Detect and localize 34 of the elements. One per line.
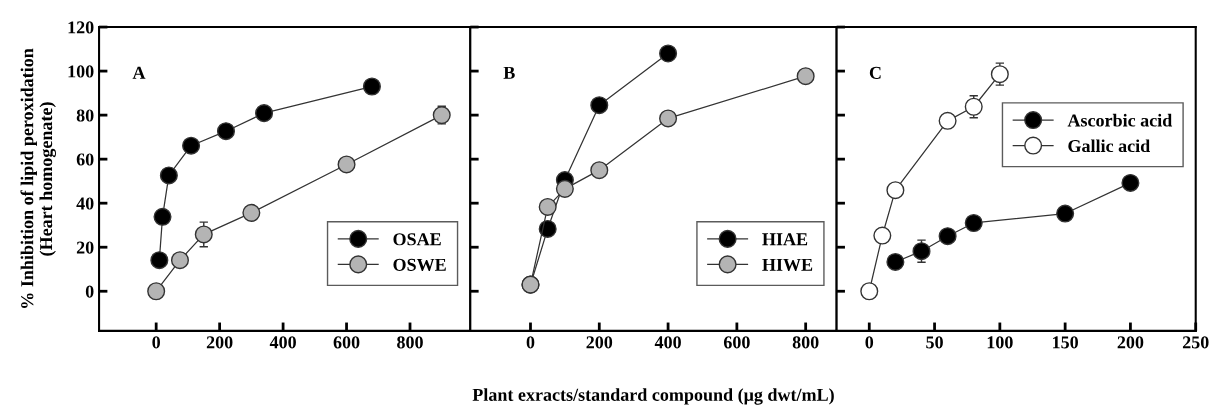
x-axis-title: Plant exracts/standard compound (μg dwt/mL) — [472, 388, 834, 405]
legend-label: HIWE — [762, 258, 813, 271]
annotation: B — [503, 66, 515, 79]
y-tick-label: 60 — [76, 153, 94, 166]
annotation: A — [132, 66, 146, 79]
x-tick-label: 0 — [526, 336, 535, 349]
legend-label: OSWE — [393, 258, 446, 271]
x-tick-label: 800 — [397, 336, 423, 349]
y-tick-label: 120 — [68, 21, 94, 34]
x-tick-label: 400 — [269, 336, 296, 349]
x-tick-label: 100 — [987, 336, 1013, 349]
legend-label: Gallic acid — [1068, 139, 1150, 153]
x-tick-label: 50 — [926, 336, 943, 349]
x-tick-label: 0 — [152, 336, 160, 349]
y-tick-label: 40 — [76, 197, 94, 210]
x-tick-label: 200 — [586, 336, 613, 349]
x-tick-label: 800 — [792, 336, 819, 349]
y-tick-label: 100 — [68, 65, 94, 78]
x-tick-label: 150 — [1053, 336, 1078, 349]
y-tick-label: 80 — [76, 109, 94, 122]
y-tick-label: 20 — [76, 241, 94, 254]
annotation: C — [869, 66, 881, 79]
x-tick-label: 250 — [1182, 336, 1209, 349]
x-tick-label: 200 — [206, 336, 233, 349]
legend-label: Ascorbic acid — [1067, 113, 1173, 127]
legend-label: HIAE — [762, 233, 808, 246]
x-tick-label: 0 — [865, 336, 874, 349]
x-tick-label: 200 — [1117, 336, 1144, 349]
y-axis-title: % Inhibition of lipid peroxidation (Heart homogenate) — [20, 48, 57, 308]
x-tick-label: 600 — [333, 336, 360, 349]
legend-label: OSAE — [393, 233, 441, 246]
y-tick-label: 0 — [85, 285, 94, 298]
x-tick-label: 600 — [723, 336, 750, 349]
x-tick-label: 400 — [654, 336, 681, 349]
